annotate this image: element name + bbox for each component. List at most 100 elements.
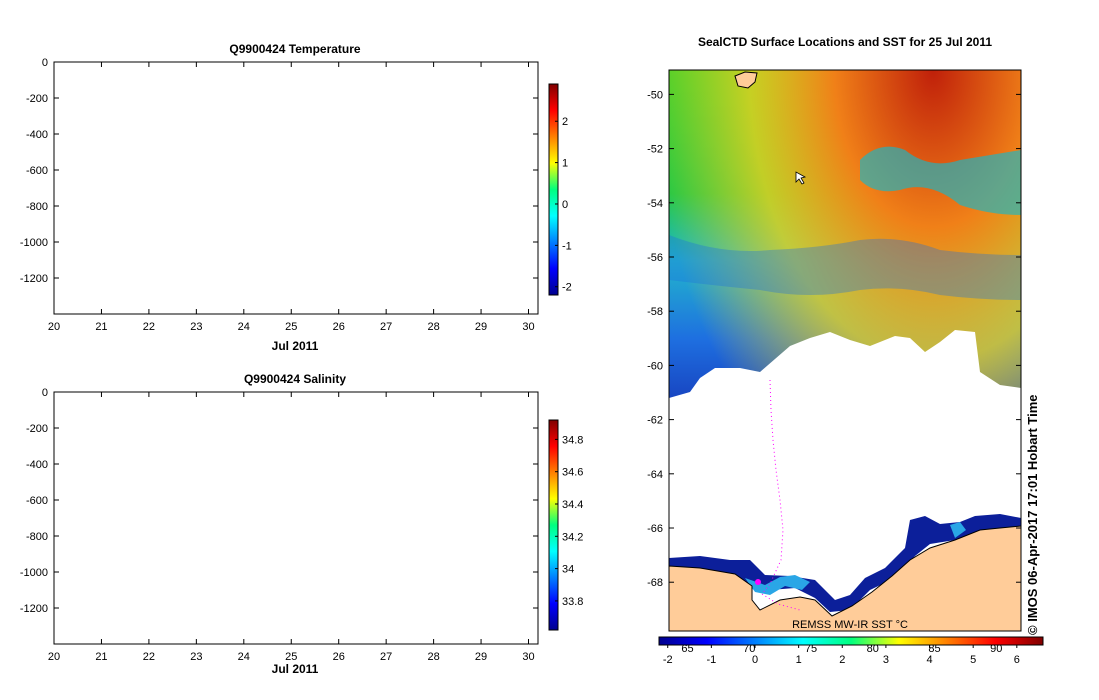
map-title: SealCTD Surface Locations and SST for 25… xyxy=(698,35,992,49)
coastal-warm-patch xyxy=(745,575,810,595)
x-tick-label: 21 xyxy=(95,321,107,333)
sst-colorbar-tick-label: 5 xyxy=(970,654,976,666)
y-tick-label: -600 xyxy=(26,495,48,507)
sst-front-cyan xyxy=(860,146,1021,215)
sst-colorbar-tick-label: -2 xyxy=(663,654,673,666)
sst-colorbar-tick-label: 6 xyxy=(1014,654,1020,666)
x-tick-label: 28 xyxy=(427,651,439,663)
island xyxy=(734,71,758,89)
colorbar-tick-label: 0 xyxy=(562,199,568,211)
colorbar-tick-label: 34.8 xyxy=(562,434,583,446)
colorbar-tick-label: 34.4 xyxy=(562,499,583,511)
y-tick-label: 0 xyxy=(42,387,48,399)
lat-tick-label: -52 xyxy=(647,144,663,156)
y-tick-label: -200 xyxy=(26,93,48,105)
x-tick-label: 24 xyxy=(238,651,250,663)
x-tick-label: 25 xyxy=(285,321,297,333)
salinity-y-axis: 0 -200 -400 -600 -800 -1000 -1200 xyxy=(20,387,538,615)
lon-tick-label: 90 xyxy=(990,643,1002,655)
x-tick-label: 26 xyxy=(333,651,345,663)
temperature-colorbar xyxy=(548,83,559,296)
temperature-plot-area xyxy=(53,61,539,315)
sst-field xyxy=(669,70,1021,631)
lat-tick-label: -54 xyxy=(647,198,663,210)
sst-band-blue xyxy=(669,235,1021,300)
cursor-icon xyxy=(795,171,807,185)
y-tick-label: -400 xyxy=(26,129,48,141)
lon-tick-label: 80 xyxy=(867,643,879,655)
y-tick-label: -1200 xyxy=(20,273,48,285)
lat-tick-label: -60 xyxy=(647,360,663,372)
sst-colorbar-tick-label: 4 xyxy=(926,654,932,666)
colorbar-tick-label: 34.6 xyxy=(562,467,583,479)
salinity-x-label: Jul 2011 xyxy=(272,662,319,676)
x-tick-label: 27 xyxy=(380,321,392,333)
colorbar-tick-label: 34.2 xyxy=(562,531,583,543)
colorbar-tick-label: 1 xyxy=(562,158,568,170)
salinity-colorbar-ticks: 34.8 34.6 34.4 34.2 34 33.8 xyxy=(555,434,583,608)
temperature-y-axis: 0 -200 -400 -600 -800 -1000 -1200 xyxy=(20,57,538,285)
temperature-x-axis: 20 21 22 23 24 25 26 27 28 29 30 xyxy=(48,62,535,333)
map-frame xyxy=(668,69,1022,632)
colorbar-tick-label: 34 xyxy=(562,564,574,576)
x-tick-label: 25 xyxy=(285,651,297,663)
colorbar-tick-label: -1 xyxy=(562,240,572,252)
sst-colorbar-label: REMSS MW-IR SST °C xyxy=(792,619,908,631)
y-tick-label: -600 xyxy=(26,165,48,177)
y-tick-label: -200 xyxy=(26,423,48,435)
map-lat-axis: -50 -52 -54 -56 -58 -60 -62 -64 -66 -68 xyxy=(647,89,1021,589)
imos-watermark: © IMOS 06-Apr-2017 17:01 Hobart Time xyxy=(1025,394,1040,635)
x-tick-label: 29 xyxy=(475,651,487,663)
x-tick-label: 26 xyxy=(333,321,345,333)
temperature-colorbar-ticks: 2 1 0 -1 -2 xyxy=(555,116,572,294)
lon-tick-label: 65 xyxy=(681,643,693,655)
x-tick-label: 20 xyxy=(48,321,60,333)
x-tick-label: 20 xyxy=(48,651,60,663)
temperature-x-label: Jul 2011 xyxy=(272,339,319,353)
sst-colorbar-tick-label: 1 xyxy=(796,654,802,666)
sst-colorbar-tick-label: 2 xyxy=(839,654,845,666)
temperature-panel: Q9900424 Temperature 0 -200 -400 -600 -800 -1… xyxy=(20,42,572,353)
salinity-colorbar xyxy=(548,419,559,631)
colorbar-tick-label: -2 xyxy=(562,282,572,294)
lat-tick-label: -62 xyxy=(647,415,663,427)
lat-tick-label: -64 xyxy=(647,469,663,481)
lat-tick-label: -68 xyxy=(647,577,663,589)
lon-tick-label: 75 xyxy=(805,643,817,655)
x-tick-label: 28 xyxy=(427,321,439,333)
lat-tick-label: -56 xyxy=(647,252,663,264)
lon-tick-label: 70 xyxy=(743,643,755,655)
x-tick-label: 29 xyxy=(475,321,487,333)
sst-map-panel: SealCTD Surface Locations and SST for 25… xyxy=(647,35,1044,666)
seal-location-marker xyxy=(755,579,761,585)
x-tick-label: 22 xyxy=(143,651,155,663)
sst-colorbar-tick-label: 3 xyxy=(883,654,889,666)
lat-tick-label: -58 xyxy=(647,306,663,318)
sst-colorbar-tick-label: 0 xyxy=(752,654,758,666)
y-tick-label: -800 xyxy=(26,201,48,213)
salinity-x-axis: 20 21 22 23 24 25 26 27 28 29 30 xyxy=(48,392,535,663)
y-tick-label: -400 xyxy=(26,459,48,471)
x-tick-label: 30 xyxy=(522,651,534,663)
x-tick-label: 30 xyxy=(522,321,534,333)
x-tick-label: 27 xyxy=(380,651,392,663)
temperature-title: Q9900424 Temperature xyxy=(229,42,361,56)
x-tick-label: 22 xyxy=(143,321,155,333)
x-tick-label: 23 xyxy=(190,321,202,333)
map-lon-ticks: 65 70 75 80 85 90 xyxy=(681,643,1002,655)
y-tick-label: 0 xyxy=(42,57,48,69)
colorbar-tick-label: 33.8 xyxy=(562,596,583,608)
y-tick-label: -1000 xyxy=(20,237,48,249)
salinity-plot-area xyxy=(53,391,539,645)
coastal-warm-patch-east xyxy=(950,522,966,538)
lat-tick-label: -66 xyxy=(647,523,663,535)
sst-colorbar xyxy=(658,636,1044,646)
salinity-panel: Q9900424 Salinity 0 -200 -400 -600 -800 -1000… xyxy=(20,372,584,676)
y-tick-label: -1000 xyxy=(20,567,48,579)
y-tick-label: -800 xyxy=(26,531,48,543)
sst-colorbar-tick-label: -1 xyxy=(706,654,716,666)
sst-colorbar-ticks: -2 -1 0 1 2 3 4 5 6 xyxy=(663,645,1020,666)
lat-tick-label: -50 xyxy=(647,89,663,101)
salinity-title: Q9900424 Salinity xyxy=(244,372,346,386)
